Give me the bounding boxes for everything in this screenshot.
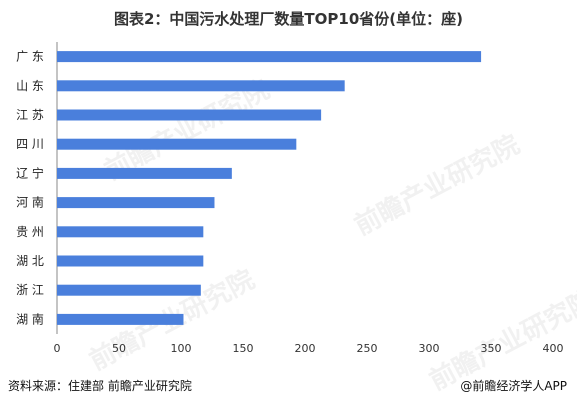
x-tick-label: 300 [419, 342, 440, 355]
credit-note: @前瞻经济学人APP [460, 379, 567, 393]
y-tick-label: 四 川 [16, 137, 44, 151]
bar [57, 109, 322, 121]
y-tick-label: 江 苏 [16, 108, 44, 122]
y-tick-label: 辽 宁 [16, 165, 44, 180]
bar [57, 284, 201, 296]
x-tick-label: 150 [233, 342, 254, 355]
y-tick-label: 浙 江 [16, 283, 44, 297]
y-tick-label: 河 南 [16, 195, 44, 210]
bar [57, 255, 204, 267]
x-tick-label: 350 [481, 342, 502, 355]
bar [57, 51, 482, 63]
x-tick-label: 200 [295, 342, 316, 355]
y-tick-label: 山 东 [16, 79, 44, 93]
bar [57, 226, 204, 238]
source-note: 资料来源：住建部 前瞻产业研究院 [8, 379, 192, 393]
x-tick-label: 250 [357, 342, 378, 355]
y-tick-label: 湖 北 [16, 253, 44, 268]
y-tick-label: 贵 州 [16, 225, 44, 239]
x-tick-label: 100 [171, 342, 192, 355]
bar [57, 313, 184, 325]
bar [57, 138, 297, 150]
chart-title: 图表2：中国污水处理厂数量TOP10省份(单位：座) [113, 10, 463, 28]
bar [57, 167, 232, 179]
bar [57, 80, 345, 92]
y-tick-label: 广 东 [16, 50, 44, 64]
x-tick-label: 50 [112, 342, 126, 355]
bar [57, 197, 215, 209]
x-tick-label: 400 [543, 342, 564, 355]
y-tick-label: 湖 南 [16, 311, 44, 326]
bar-chart: 广 东山 东江 苏四 川辽 宁河 南贵 州湖 北浙 江湖 南 0 50 100 150 2… [16, 42, 564, 355]
x-tick-label: 0 [54, 342, 61, 355]
